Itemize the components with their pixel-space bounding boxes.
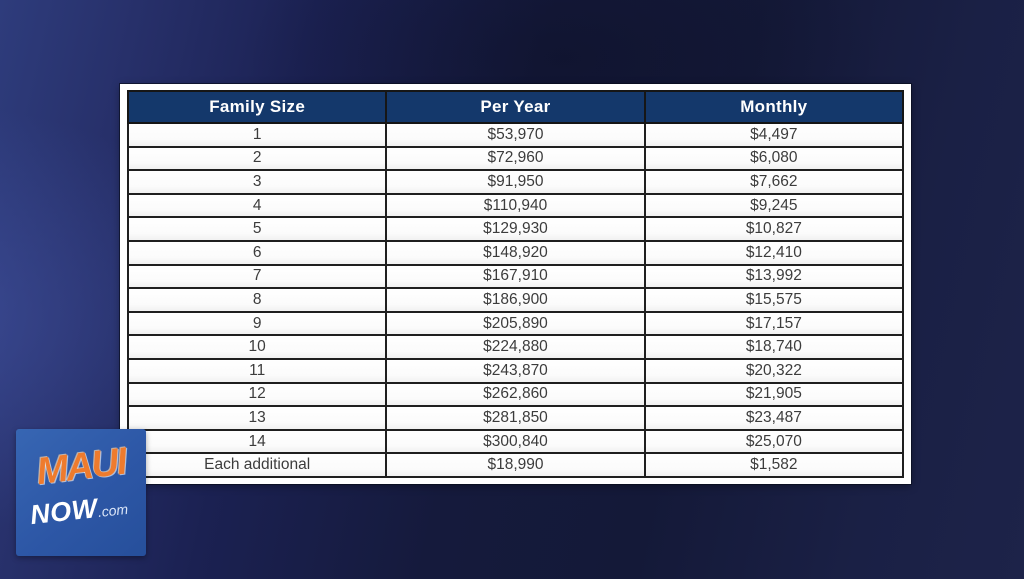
table-cell: $18,740 — [643, 334, 905, 360]
table-cell: $281,850 — [385, 405, 646, 431]
table-cell: 8 — [126, 287, 388, 313]
column-header: Monthly — [643, 90, 905, 124]
table-cell: 1 — [126, 122, 388, 148]
table-cell: 11 — [126, 357, 388, 384]
income-limits-table: Family Size Per Year Monthly 1 $53,970 $4,49… — [126, 90, 905, 478]
table-row: 5 $129,930 $10,827 — [126, 216, 905, 242]
table-cell: 7 — [126, 263, 388, 290]
mauinow-logo-now-text: NOW — [28, 493, 99, 531]
table-cell: $7,662 — [643, 169, 905, 195]
table-row: 9 $205,890 $17,157 — [126, 310, 905, 337]
column-header: Family Size — [126, 90, 388, 124]
table-cell: 4 — [126, 192, 388, 219]
table-cell: 10 — [126, 334, 388, 360]
table-cell: $21,905 — [643, 381, 905, 408]
table-row: 7 $167,910 $13,992 — [126, 263, 905, 290]
income-limits-table-panel: Family Size Per Year Monthly 1 $53,970 $4,49… — [120, 84, 911, 484]
table-cell: $6,080 — [643, 145, 905, 172]
table-cell: $224,880 — [385, 334, 646, 360]
table-cell: 2 — [126, 145, 388, 172]
table-cell: 5 — [126, 216, 388, 242]
table-cell: $9,245 — [643, 192, 905, 219]
mauinow-logo-maui-text: MAUI — [34, 440, 128, 494]
mauinow-logo-now-row: NOW.com — [15, 488, 144, 532]
table-cell: $20,322 — [643, 357, 905, 384]
table-cell: $12,410 — [643, 239, 905, 266]
table-cell: 14 — [126, 428, 388, 455]
table-body: 1 $53,970 $4,497 2 $72,960 $6,080 3 $91,950 $7,6… — [126, 122, 905, 478]
mauinow-logo-com-text: .com — [96, 500, 129, 520]
table-cell: $1,582 — [643, 452, 905, 478]
table-cell: 9 — [126, 310, 388, 337]
table-cell: 12 — [126, 381, 388, 408]
table-cell: 3 — [126, 169, 388, 195]
table-cell: $91,950 — [385, 169, 646, 195]
header-row: Family Size Per Year Monthly — [126, 90, 905, 124]
mauinow-logo: MAUI NOW.com — [16, 429, 146, 556]
table-cell: $148,920 — [385, 239, 646, 266]
table-cell: $262,860 — [385, 381, 646, 408]
table-row: 2 $72,960 $6,080 — [126, 145, 905, 172]
table-cell: $53,970 — [385, 122, 646, 148]
table-cell: $4,497 — [643, 122, 905, 148]
table-row: Each additional $18,990 $1,582 — [126, 452, 905, 478]
table-row: 11 $243,870 $20,322 — [126, 357, 905, 384]
table-cell: $10,827 — [643, 216, 905, 242]
table-cell: $186,900 — [385, 287, 646, 313]
table-row: 4 $110,940 $9,245 — [126, 192, 905, 219]
table-cell: $205,890 — [385, 310, 646, 337]
table-cell: $129,930 — [385, 216, 646, 242]
table-cell: $300,840 — [385, 428, 646, 455]
table-cell: 6 — [126, 239, 388, 266]
table-cell: $25,070 — [643, 428, 905, 455]
table-row: 8 $186,900 $15,575 — [126, 287, 905, 313]
table-cell: $15,575 — [643, 287, 905, 313]
table-cell: $17,157 — [643, 310, 905, 337]
table-cell: 13 — [126, 405, 388, 431]
table-row: 14 $300,840 $25,070 — [126, 428, 905, 455]
table-cell: $18,990 — [385, 452, 646, 478]
table-row: 13 $281,850 $23,487 — [126, 405, 905, 431]
column-header: Per Year — [385, 90, 646, 124]
table-cell: $243,870 — [385, 357, 646, 384]
table-cell: $110,940 — [385, 192, 646, 219]
table-cell: $72,960 — [385, 145, 646, 172]
table-row: 10 $224,880 $18,740 — [126, 334, 905, 360]
table-cell: $23,487 — [643, 405, 905, 431]
table-cell: Each additional — [126, 452, 388, 478]
table-row: 1 $53,970 $4,497 — [126, 122, 905, 148]
table-cell: $13,992 — [643, 263, 905, 290]
table-cell: $167,910 — [385, 263, 646, 290]
table-head: Family Size Per Year Monthly — [126, 90, 905, 124]
table-row: 3 $91,950 $7,662 — [126, 169, 905, 195]
table-row: 6 $148,920 $12,410 — [126, 239, 905, 266]
table-row: 12 $262,860 $21,905 — [126, 381, 905, 408]
